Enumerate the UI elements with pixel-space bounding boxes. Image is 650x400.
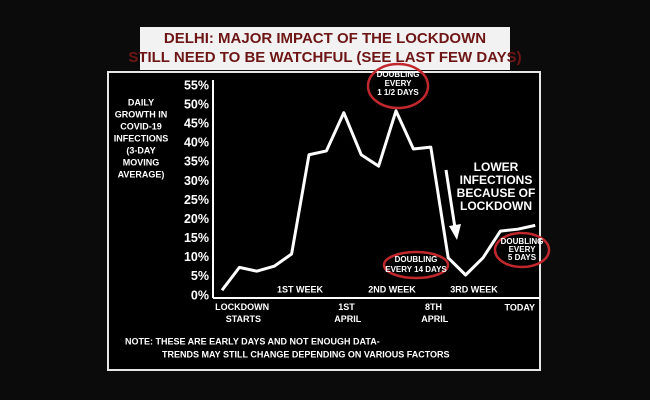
y-tick-label: 10% [184,250,209,264]
week-label: 2ND WEEK [368,284,416,294]
y-tick-label: 30% [184,174,209,188]
y-tick-label: 15% [184,231,209,245]
note-line: TRENDS MAY STILL CHANGE DEPENDING ON VAR… [162,349,450,359]
x-tick-label: LOCKDOWN STARTS [215,302,272,324]
y-tick-label: 55% [184,78,209,92]
annotation: EVERY [385,79,412,88]
highlight-ring [493,231,551,269]
y-tick-label: 5% [191,269,209,283]
y-tick-label: 35% [184,155,209,169]
arrow-head [449,224,461,240]
y-tick-label: 40% [184,136,209,150]
annotation: LOCKDOWN [460,199,532,213]
annotation: LOWER [474,160,519,174]
y-tick-label: 45% [184,116,209,130]
x-tick-label: TODAY [505,302,536,312]
x-tick-label: 1ST APRIL [334,302,362,324]
annotation: DOUBLING [377,70,420,79]
x-tick-label: 8TH APRIL [421,302,449,324]
data-line [220,109,536,292]
annotation: EVERY 14 DAYS [385,265,447,274]
title-line: STILL NEED TO BE WATCHFUL (SEE LAST FEW … [128,49,521,66]
y-tick-label: 20% [184,212,209,226]
title-line: DELHI: MAJOR IMPACT OF THE LOCKDOWN [164,30,486,47]
y-axis-label: MOVING [123,157,160,167]
annotation: INFECTIONS [460,173,533,187]
y-axis-label: AVERAGE) [118,169,165,179]
title-box [140,27,510,70]
y-axis-label: INFECTIONS [114,133,169,143]
annotation: BECAUSE OF [457,186,536,200]
highlight-ring [366,62,430,110]
arrow-shaft [444,169,457,229]
y-tick-label: 25% [184,193,209,207]
annotation: 5 DAYS [508,253,537,262]
week-label: 1ST WEEK [277,284,324,294]
y-tick-label: 0% [191,288,209,302]
y-tick-label: 50% [184,97,209,111]
y-axis-label: (3-DAY [126,145,155,155]
week-label: 3RD WEEK [450,284,498,294]
annotation: 1 1/2 DAYS [377,88,419,97]
annotation: DOUBLING [501,237,544,246]
note-line: NOTE: THESE ARE EARLY DAYS AND NOT ENOUG… [125,336,380,346]
annotation: EVERY [509,245,536,254]
highlight-ring [382,250,450,280]
y-axis-label: COVID-19 [120,121,162,131]
y-axis-label: DAILY [128,97,154,107]
annotation: DOUBLING [395,255,438,264]
y-axis-label: GROWTH IN [115,109,168,119]
chart-panel [107,71,541,371]
